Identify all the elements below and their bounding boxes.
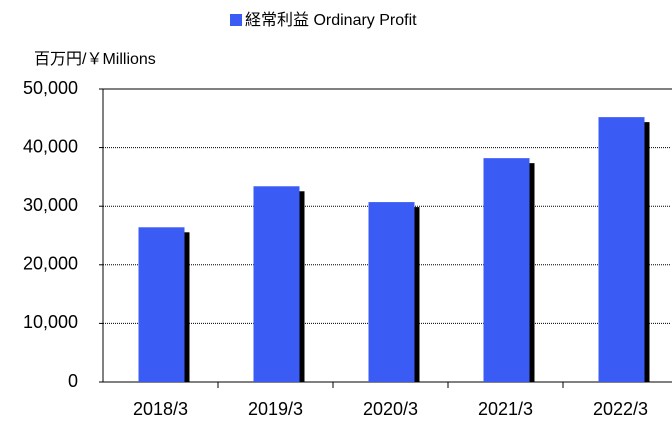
- bar: [368, 202, 415, 382]
- x-tick-label: 2018/3: [133, 399, 188, 419]
- bar: [138, 227, 185, 382]
- y-tick-label: 30,000: [23, 195, 78, 215]
- y-axis-label: 百万円/￥Millions: [34, 51, 156, 68]
- bar: [253, 186, 300, 382]
- y-tick-label: 50,000: [23, 78, 78, 98]
- x-tick-label: 2020/3: [363, 399, 418, 419]
- legend-label: 経常利益 Ordinary Profit: [245, 11, 417, 29]
- bar: [598, 117, 645, 383]
- x-tick-label: 2022/3: [593, 399, 648, 419]
- x-tick-label: 2021/3: [478, 399, 533, 419]
- x-tick-label: 2019/3: [248, 399, 303, 419]
- y-tick-label: 40,000: [23, 136, 78, 156]
- y-tick-label: 10,000: [23, 312, 78, 332]
- bar: [483, 158, 530, 382]
- y-tick-label: 20,000: [23, 254, 78, 274]
- y-tick-label: 0: [68, 371, 78, 391]
- legend-swatch: [230, 14, 242, 26]
